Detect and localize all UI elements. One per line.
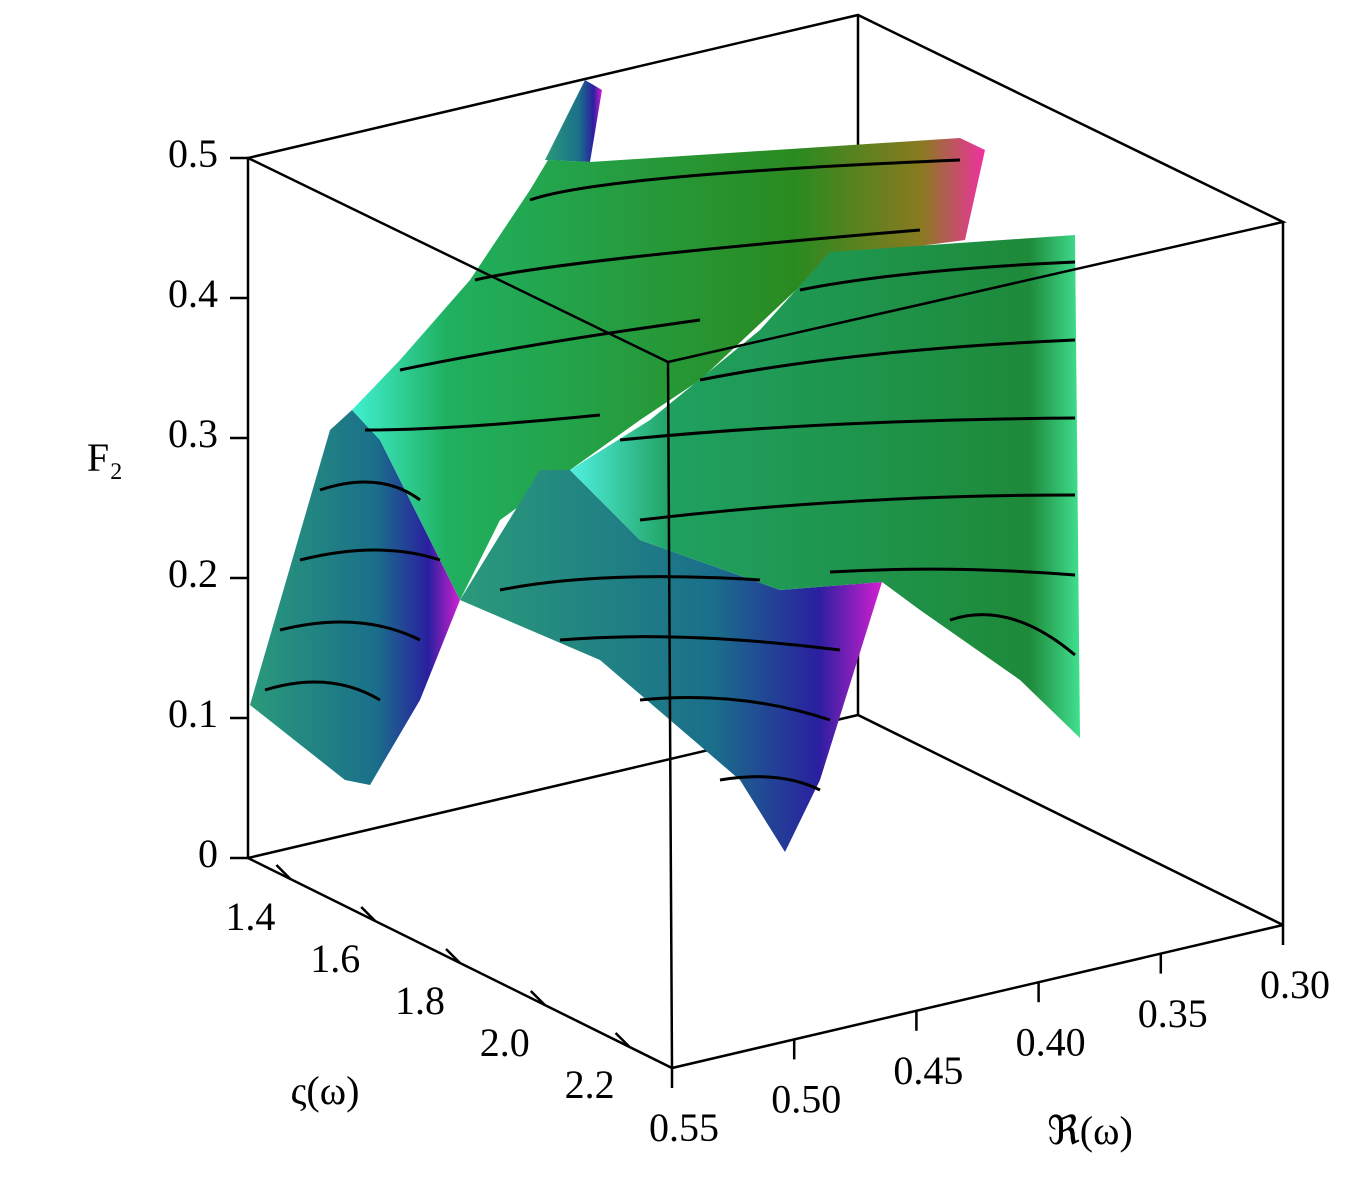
contour — [719, 775, 821, 792]
contour — [399, 318, 701, 372]
x-tick-label: 0.40 — [1016, 1019, 1086, 1064]
box-edge — [247, 856, 1284, 1070]
contour-lines — [264, 158, 1076, 792]
surface-patch — [545, 80, 602, 162]
y-tick — [275, 864, 292, 880]
contour — [559, 635, 841, 652]
contour — [639, 696, 831, 722]
y-tick — [360, 906, 377, 922]
x-tick-label: 0.35 — [1138, 991, 1208, 1036]
x-tick-label: 0.50 — [771, 1077, 841, 1122]
y-tick-label: 2.0 — [480, 1020, 530, 1065]
surface-patch — [250, 410, 460, 785]
y-tick — [445, 948, 461, 964]
surface — [250, 80, 1080, 852]
contour — [949, 613, 1076, 657]
surface-patch — [570, 235, 1080, 738]
contour — [299, 548, 441, 562]
contour — [499, 575, 761, 592]
z-axis-label: F₂ — [87, 435, 123, 480]
z-tick-label: 0.5 — [168, 131, 218, 176]
y-tick-label: 1.4 — [225, 894, 275, 939]
contour — [529, 158, 961, 202]
contour — [319, 480, 421, 502]
contour — [619, 416, 1076, 442]
contour — [474, 228, 921, 282]
contour — [639, 493, 1076, 522]
y-axis-label: ς(ω) — [291, 1068, 360, 1113]
x-tick-label: 0.30 — [1260, 962, 1330, 1007]
contour — [799, 260, 1076, 292]
z-tick-label: 0.1 — [168, 691, 218, 736]
contour — [829, 567, 1076, 577]
surface-patch — [460, 470, 882, 852]
z-tick-label: 0.2 — [168, 551, 218, 596]
y-tick-label: 1.8 — [395, 978, 445, 1023]
y-tick-label: 1.6 — [310, 936, 360, 981]
y-tick — [614, 1032, 631, 1048]
contour — [699, 338, 1076, 382]
contour — [364, 413, 601, 432]
z-tick-label: 0 — [198, 831, 218, 876]
contour — [279, 620, 421, 642]
contour — [264, 680, 381, 702]
x-axis-label: ℜ(ω) — [1047, 1108, 1133, 1153]
y-tick-label: 2.2 — [565, 1062, 615, 1107]
x-tick-label: 0.55 — [649, 1105, 719, 1150]
z-tick-label: 0.3 — [168, 411, 218, 456]
box-edge — [666, 361, 674, 1069]
x-tick-label: 0.45 — [893, 1048, 963, 1093]
box-front — [244, 13, 1287, 1070]
z-tick-label: 0.4 — [168, 271, 218, 316]
y-tick — [529, 990, 546, 1006]
